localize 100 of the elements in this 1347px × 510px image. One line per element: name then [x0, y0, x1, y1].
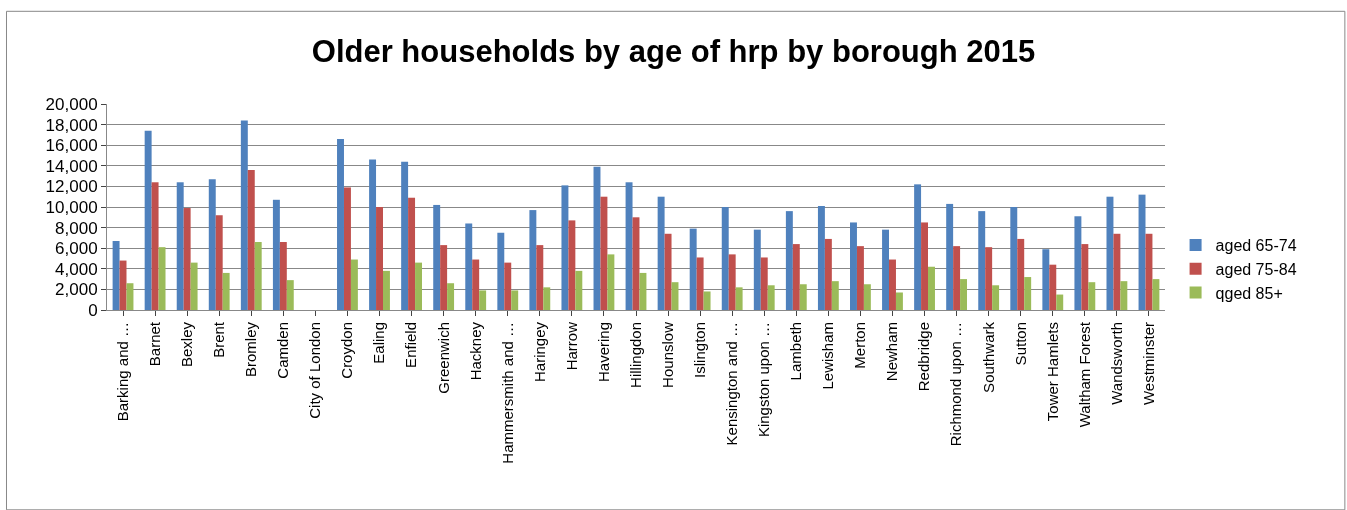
bar [536, 245, 544, 310]
y-tick-label: 2,000 [55, 280, 98, 300]
bar [928, 266, 935, 310]
x-tick-label: Harrow [562, 321, 580, 371]
bar [465, 223, 473, 310]
x-tick-label: Hammersmith and … [498, 322, 516, 464]
x-tick-label: Kingston upon … [755, 322, 773, 438]
bar [1010, 207, 1018, 310]
bar [382, 270, 390, 310]
bar [151, 182, 159, 310]
bar [440, 245, 448, 310]
x-tick-label: Camden [274, 322, 292, 379]
bar [343, 187, 351, 310]
bar [112, 240, 120, 310]
bar [415, 262, 422, 310]
x-tick-label: Lambeth [787, 322, 805, 381]
bar [401, 161, 409, 310]
bar [600, 196, 608, 310]
bar [119, 260, 127, 310]
bar [561, 185, 569, 310]
bar [767, 285, 775, 310]
bar [1081, 244, 1089, 310]
x-tick-label: Croydon [338, 322, 356, 379]
bar [254, 242, 262, 310]
y-tick-label: 8,000 [55, 218, 98, 238]
bar [1138, 194, 1146, 310]
y-tick-label: 6,000 [55, 239, 98, 259]
bar [447, 283, 455, 310]
bar [1106, 196, 1114, 310]
x-tick-label: Richmond upon … [947, 322, 965, 447]
bar [831, 281, 839, 310]
bar [144, 130, 152, 310]
bar [721, 207, 729, 310]
x-tick-label: Havering [594, 322, 612, 383]
bar [856, 246, 864, 310]
bar [433, 204, 441, 310]
x-tick-label: Wandsworth [1107, 322, 1125, 405]
bar [785, 211, 793, 310]
bar [607, 254, 615, 310]
bar [1088, 282, 1096, 310]
bar [728, 254, 736, 310]
y-tick-label: 4,000 [55, 259, 98, 279]
bar [914, 184, 922, 310]
bar [504, 262, 512, 310]
bar [575, 270, 583, 310]
bar [992, 285, 1000, 310]
x-tick-label: Haringey [530, 321, 548, 383]
bar [350, 259, 358, 310]
bar [1056, 294, 1064, 310]
x-tick-label: Hillingdon [626, 322, 644, 388]
bar [497, 232, 505, 310]
bar [921, 222, 929, 310]
bar [1024, 277, 1032, 310]
bar [1113, 233, 1121, 310]
bar [190, 262, 198, 310]
bar [953, 246, 961, 310]
chart-title: Older households by age of hrp by borough 2015 [311, 33, 1036, 69]
legend-label: qged 85+ [1215, 284, 1283, 302]
bar [183, 208, 191, 310]
bar [215, 215, 223, 310]
bar [1152, 279, 1160, 310]
y-tick-label: 18,000 [45, 115, 98, 135]
bar [369, 159, 377, 310]
bar [272, 199, 280, 310]
y-tick-label: 20,000 [45, 94, 98, 114]
x-tick-label: Barking and … [113, 322, 131, 422]
bar [882, 229, 890, 310]
x-tick-label: Newham [883, 322, 901, 382]
y-tick-label: 14,000 [45, 156, 98, 176]
bar [543, 287, 551, 310]
bar [850, 222, 857, 310]
bar [824, 238, 832, 310]
x-tick-label: Hounslow [658, 321, 676, 388]
x-tick-label: Waltham Forest [1075, 321, 1093, 428]
x-tick-label: Bromley [242, 321, 260, 378]
bar [408, 197, 416, 310]
bar [1074, 216, 1082, 310]
bar [1049, 264, 1057, 310]
bar [479, 290, 487, 310]
x-tick-label: Merton [851, 322, 869, 369]
bar [472, 259, 480, 310]
x-tick-label: Southwark [979, 321, 997, 393]
x-tick-label: Bexley [178, 321, 196, 368]
bar [696, 257, 704, 310]
bar [817, 205, 825, 310]
y-tick-label: 10,000 [45, 197, 98, 217]
x-tick-label: Lewisham [819, 322, 837, 390]
bar [376, 207, 383, 310]
legend-label: aged 65-74 [1215, 237, 1297, 255]
x-tick-label: Brent [210, 321, 228, 358]
x-tick-label: Hackney [466, 321, 484, 381]
bar [639, 272, 647, 310]
bar [511, 290, 519, 310]
y-tick-label: 12,000 [45, 177, 98, 197]
bar [889, 259, 896, 310]
bar [337, 139, 344, 310]
x-tick-label: Islington [690, 322, 708, 378]
bar [735, 287, 743, 310]
bar [657, 196, 665, 310]
bar [240, 120, 248, 310]
